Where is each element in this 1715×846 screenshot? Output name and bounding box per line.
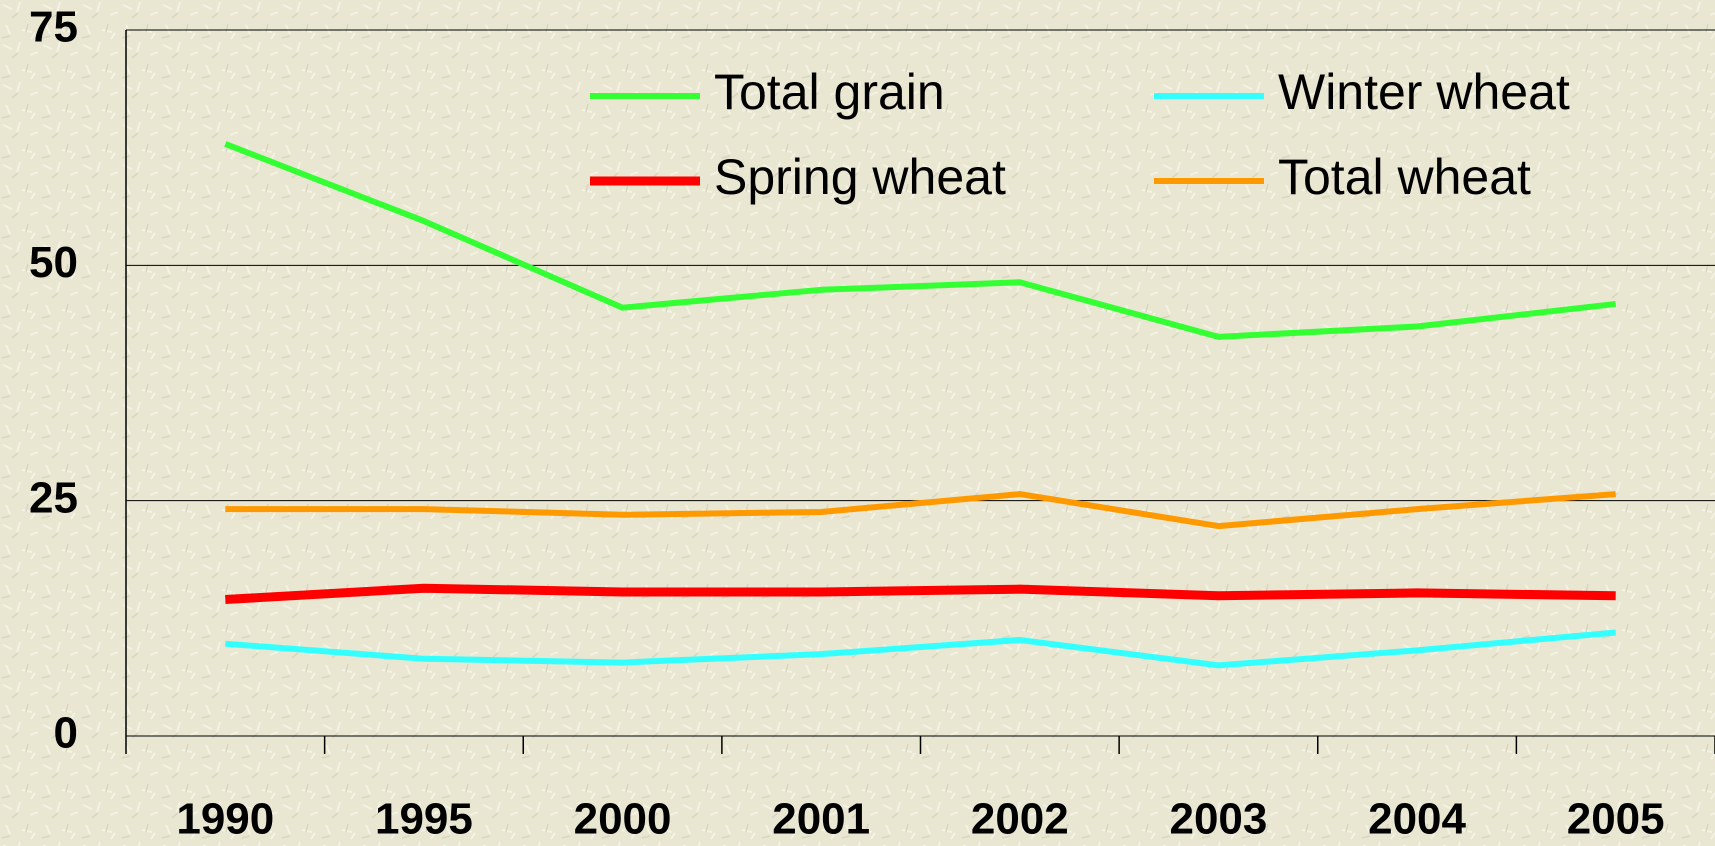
y-tick-label: 75 [29,3,78,52]
x-tick-label: 2004 [1368,795,1466,844]
legend-label: Total wheat [1278,149,1531,205]
x-tick-label: 2003 [1169,795,1267,844]
series-line [224,141,1617,340]
x-tick-label: 2001 [772,795,870,844]
y-tick-label: 25 [29,473,78,522]
x-tick-label: 2000 [574,795,672,844]
x-tick-label: 2005 [1567,795,1665,844]
x-tick-label: 1990 [176,795,274,844]
series-line [225,583,1616,604]
y-tick-label: 0 [54,709,78,758]
legend-label: Spring wheat [714,149,1006,205]
series-line [225,491,1616,530]
legend-label: Total grain [714,64,945,120]
x-tick-label: 2002 [971,795,1069,844]
legend-label: Winter wheat [1278,64,1570,120]
y-tick-label: 50 [29,238,78,287]
series-line [225,629,1616,669]
x-tick-label: 1995 [375,795,473,844]
